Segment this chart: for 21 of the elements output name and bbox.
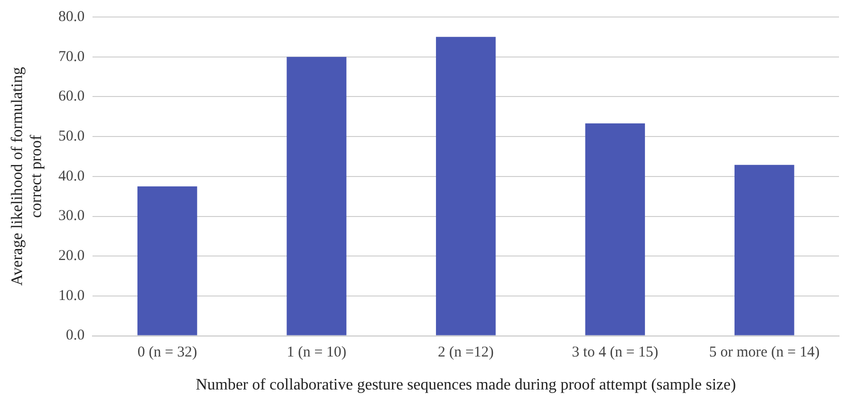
y-tick-label: 10.0 <box>58 288 85 304</box>
y-tick-label: 60.0 <box>58 88 85 105</box>
x-tick-label: 1 (n = 10) <box>286 344 346 361</box>
y-tick-label: 70.0 <box>58 48 85 65</box>
bar <box>137 186 198 336</box>
y-tick-label: 80.0 <box>58 8 85 25</box>
y-tick-label: 0.0 <box>66 328 85 344</box>
y-tick-label: 20.0 <box>58 248 85 264</box>
x-tick-label: 2 (n =12) <box>438 344 494 361</box>
y-tick-label: 50.0 <box>58 128 85 144</box>
x-axis-title: Number of collaborative gesture sequences made during proof attempt (sample size) <box>196 376 736 394</box>
y-tick-label: 40.0 <box>58 168 85 184</box>
y-tick-label: 30.0 <box>58 208 85 224</box>
bar <box>286 56 346 336</box>
y-axis-title: Average likelihood of formulating correct proof <box>8 67 46 286</box>
x-tick-label: 0 (n = 32) <box>137 344 198 361</box>
bar <box>436 36 496 336</box>
x-tick-label: 5 or more (n = 14) <box>709 344 820 361</box>
bar <box>585 123 645 336</box>
x-tick-label: 3 to 4 (n = 15) <box>572 344 658 361</box>
bar <box>734 164 794 336</box>
